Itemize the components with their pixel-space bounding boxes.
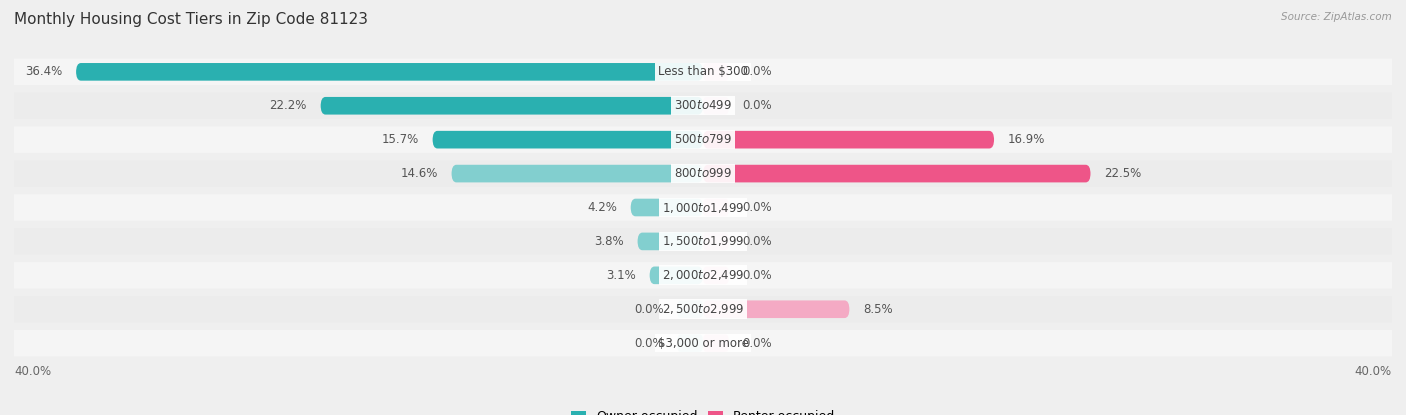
Text: 16.9%: 16.9% bbox=[1008, 133, 1045, 146]
Text: $3,000 or more: $3,000 or more bbox=[658, 337, 748, 350]
Text: 0.0%: 0.0% bbox=[742, 65, 772, 78]
Text: 3.8%: 3.8% bbox=[595, 235, 624, 248]
FancyBboxPatch shape bbox=[703, 300, 849, 318]
FancyBboxPatch shape bbox=[703, 232, 728, 250]
Text: 0.0%: 0.0% bbox=[634, 337, 664, 350]
FancyBboxPatch shape bbox=[703, 131, 994, 149]
FancyBboxPatch shape bbox=[0, 93, 1406, 119]
FancyBboxPatch shape bbox=[703, 334, 728, 352]
FancyBboxPatch shape bbox=[703, 165, 1091, 183]
Text: Less than $300: Less than $300 bbox=[658, 65, 748, 78]
FancyBboxPatch shape bbox=[433, 131, 703, 149]
Text: 22.5%: 22.5% bbox=[1104, 167, 1142, 180]
Text: 0.0%: 0.0% bbox=[742, 99, 772, 112]
FancyBboxPatch shape bbox=[703, 97, 728, 115]
Text: 3.1%: 3.1% bbox=[606, 269, 636, 282]
Text: $800 to $999: $800 to $999 bbox=[673, 167, 733, 180]
Text: $2,000 to $2,499: $2,000 to $2,499 bbox=[662, 269, 744, 282]
FancyBboxPatch shape bbox=[678, 334, 703, 352]
Text: 0.0%: 0.0% bbox=[742, 269, 772, 282]
Text: $300 to $499: $300 to $499 bbox=[673, 99, 733, 112]
FancyBboxPatch shape bbox=[321, 97, 703, 115]
FancyBboxPatch shape bbox=[0, 330, 1406, 356]
Text: 14.6%: 14.6% bbox=[401, 167, 437, 180]
Text: Source: ZipAtlas.com: Source: ZipAtlas.com bbox=[1281, 12, 1392, 22]
FancyBboxPatch shape bbox=[451, 165, 703, 183]
Text: 40.0%: 40.0% bbox=[1355, 365, 1392, 378]
FancyBboxPatch shape bbox=[0, 228, 1406, 255]
Text: 15.7%: 15.7% bbox=[381, 133, 419, 146]
FancyBboxPatch shape bbox=[637, 232, 703, 250]
Legend: Owner-occupied, Renter-occupied: Owner-occupied, Renter-occupied bbox=[567, 405, 839, 415]
FancyBboxPatch shape bbox=[703, 63, 728, 81]
Text: $1,500 to $1,999: $1,500 to $1,999 bbox=[662, 234, 744, 249]
Text: 4.2%: 4.2% bbox=[588, 201, 617, 214]
Text: $500 to $799: $500 to $799 bbox=[673, 133, 733, 146]
FancyBboxPatch shape bbox=[0, 262, 1406, 288]
Text: 0.0%: 0.0% bbox=[634, 303, 664, 316]
Text: 8.5%: 8.5% bbox=[863, 303, 893, 316]
FancyBboxPatch shape bbox=[631, 199, 703, 216]
FancyBboxPatch shape bbox=[76, 63, 703, 81]
Text: 36.4%: 36.4% bbox=[25, 65, 62, 78]
Text: 0.0%: 0.0% bbox=[742, 337, 772, 350]
Text: 22.2%: 22.2% bbox=[270, 99, 307, 112]
FancyBboxPatch shape bbox=[0, 160, 1406, 187]
Text: Monthly Housing Cost Tiers in Zip Code 81123: Monthly Housing Cost Tiers in Zip Code 8… bbox=[14, 12, 368, 27]
FancyBboxPatch shape bbox=[678, 300, 703, 318]
FancyBboxPatch shape bbox=[0, 59, 1406, 85]
Text: 40.0%: 40.0% bbox=[14, 365, 51, 378]
FancyBboxPatch shape bbox=[0, 296, 1406, 322]
FancyBboxPatch shape bbox=[0, 127, 1406, 153]
Text: 0.0%: 0.0% bbox=[742, 201, 772, 214]
FancyBboxPatch shape bbox=[0, 194, 1406, 221]
FancyBboxPatch shape bbox=[703, 199, 728, 216]
Text: $1,000 to $1,499: $1,000 to $1,499 bbox=[662, 200, 744, 215]
Text: $2,500 to $2,999: $2,500 to $2,999 bbox=[662, 302, 744, 316]
FancyBboxPatch shape bbox=[703, 266, 728, 284]
FancyBboxPatch shape bbox=[650, 266, 703, 284]
Text: 0.0%: 0.0% bbox=[742, 235, 772, 248]
